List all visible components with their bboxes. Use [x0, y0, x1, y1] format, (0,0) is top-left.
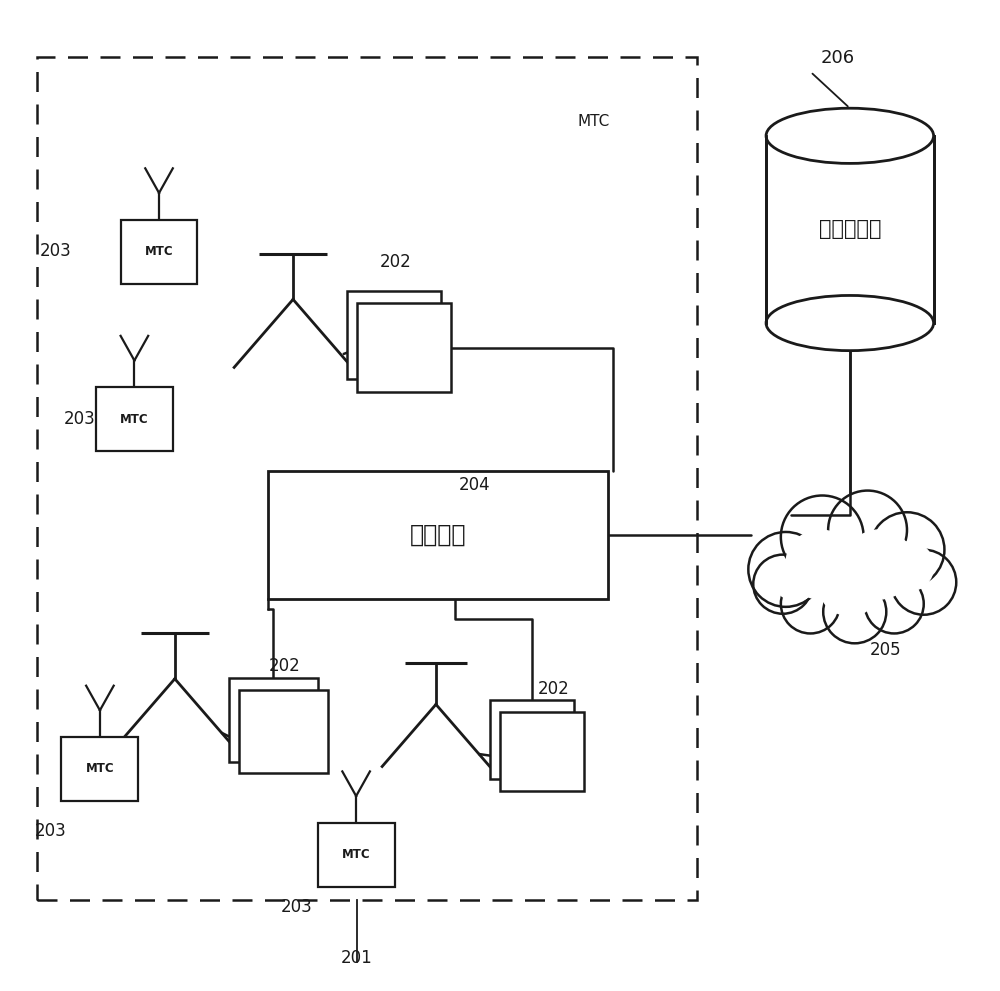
Circle shape — [786, 530, 855, 599]
Bar — [357, 303, 451, 392]
Ellipse shape — [766, 295, 934, 351]
Bar — [229, 678, 318, 761]
Text: 核心网络: 核心网络 — [410, 523, 467, 547]
Text: 206: 206 — [820, 49, 854, 66]
Circle shape — [753, 555, 812, 613]
Text: MTC: MTC — [120, 412, 149, 425]
Circle shape — [891, 550, 956, 614]
Bar — [347, 290, 441, 380]
Ellipse shape — [766, 108, 934, 164]
Text: MTC: MTC — [342, 848, 370, 861]
Bar — [121, 220, 197, 283]
Circle shape — [828, 491, 907, 570]
Text: 203: 203 — [64, 409, 96, 428]
Text: MTC: MTC — [577, 114, 610, 129]
Circle shape — [781, 496, 864, 579]
Circle shape — [870, 512, 944, 587]
Text: 205: 205 — [870, 641, 901, 659]
Bar — [96, 387, 173, 451]
Text: 203: 203 — [35, 822, 66, 839]
Bar — [268, 471, 608, 599]
Circle shape — [781, 575, 840, 633]
Text: 202: 202 — [380, 253, 412, 271]
Text: 202: 202 — [268, 657, 300, 675]
Circle shape — [845, 530, 914, 599]
Circle shape — [818, 553, 881, 615]
Text: 203: 203 — [40, 242, 71, 260]
Text: MTC: MTC — [86, 762, 114, 776]
Circle shape — [774, 558, 817, 601]
Text: 202: 202 — [537, 680, 569, 698]
Bar — [500, 713, 584, 791]
Text: 203: 203 — [281, 899, 313, 917]
Circle shape — [823, 581, 886, 643]
Bar — [239, 690, 328, 773]
Circle shape — [865, 575, 924, 633]
Text: 应用服务器: 应用服务器 — [819, 219, 881, 240]
Bar — [61, 737, 138, 801]
Bar — [318, 823, 395, 887]
Text: MTC: MTC — [145, 245, 173, 258]
Bar — [766, 136, 934, 323]
Text: 204: 204 — [459, 476, 490, 494]
Bar — [490, 701, 574, 779]
Circle shape — [884, 542, 934, 591]
Circle shape — [748, 532, 823, 606]
Text: 201: 201 — [341, 948, 373, 966]
Bar — [37, 56, 697, 900]
